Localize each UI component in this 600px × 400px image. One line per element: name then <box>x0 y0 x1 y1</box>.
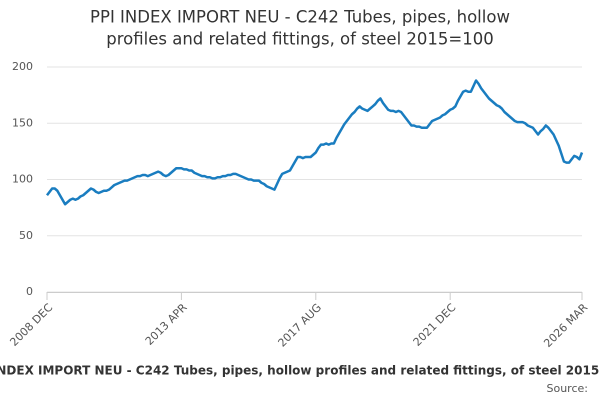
source-label: Source: <box>547 382 589 395</box>
x-tick-label: 2026 MAR <box>541 301 590 350</box>
legend-label: PPI INDEX IMPORT NEU - C242 Tubes, pipes… <box>0 364 600 378</box>
y-tick-label: 0 <box>26 285 33 298</box>
chart-title: profiles and related fittings, of steel … <box>106 30 493 49</box>
y-tick-label: 100 <box>12 173 33 186</box>
y-tick-label: 150 <box>12 116 33 129</box>
x-tick-label: 2008 DEC <box>7 301 55 349</box>
y-tick-label: 50 <box>19 229 33 242</box>
data-line <box>46 79 584 206</box>
chart-title: PPI INDEX IMPORT NEU - C242 Tubes, pipes… <box>90 8 510 27</box>
y-tick-label: 200 <box>12 60 33 73</box>
x-tick-label: 2017 AUG <box>276 301 325 350</box>
x-tick-label: 2013 APR <box>143 301 190 348</box>
x-tick-label: 2021 DEC <box>411 301 459 349</box>
